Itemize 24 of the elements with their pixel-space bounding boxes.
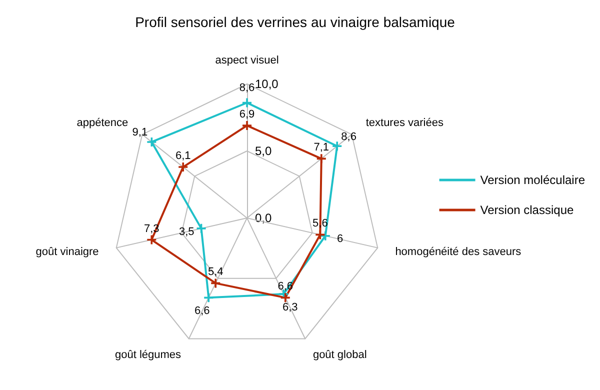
legend-label: Version moléculaire [480, 173, 586, 187]
data-label: 6 [336, 233, 344, 246]
spoke-label: goût global [312, 348, 367, 361]
data-label: 8,6 [239, 82, 255, 94]
spoke-label: appétence [76, 117, 128, 130]
data-label: 7,1 [314, 142, 330, 154]
data-label: 6,9 [239, 108, 255, 121]
chart-title: Profil sensoriel des verrines au vinaigre balsamique [135, 14, 456, 30]
spoke-label: goût vinaigre [36, 246, 99, 258]
data-label: 9,1 [132, 126, 148, 139]
spoke-label: aspect visuel [215, 54, 279, 66]
data-label: 5,4 [208, 266, 224, 278]
data-label: 6,3 [282, 302, 298, 314]
y-tick-label: 5,0 [255, 144, 272, 158]
spoke-label: goût légumes [115, 348, 182, 361]
legend-label: Version classique [480, 203, 574, 217]
spoke-label: textures variées [366, 117, 444, 130]
y-tick-label: 0,0 [255, 211, 272, 225]
data-label: 3,5 [179, 226, 194, 238]
data-label: 6,6 [194, 305, 210, 318]
spoke-label: homogénéité des saveurs [395, 246, 522, 258]
y-tick-label: 10,0 [255, 77, 279, 91]
data-label: 6,1 [175, 150, 191, 162]
data-label: 8,6 [341, 130, 356, 143]
